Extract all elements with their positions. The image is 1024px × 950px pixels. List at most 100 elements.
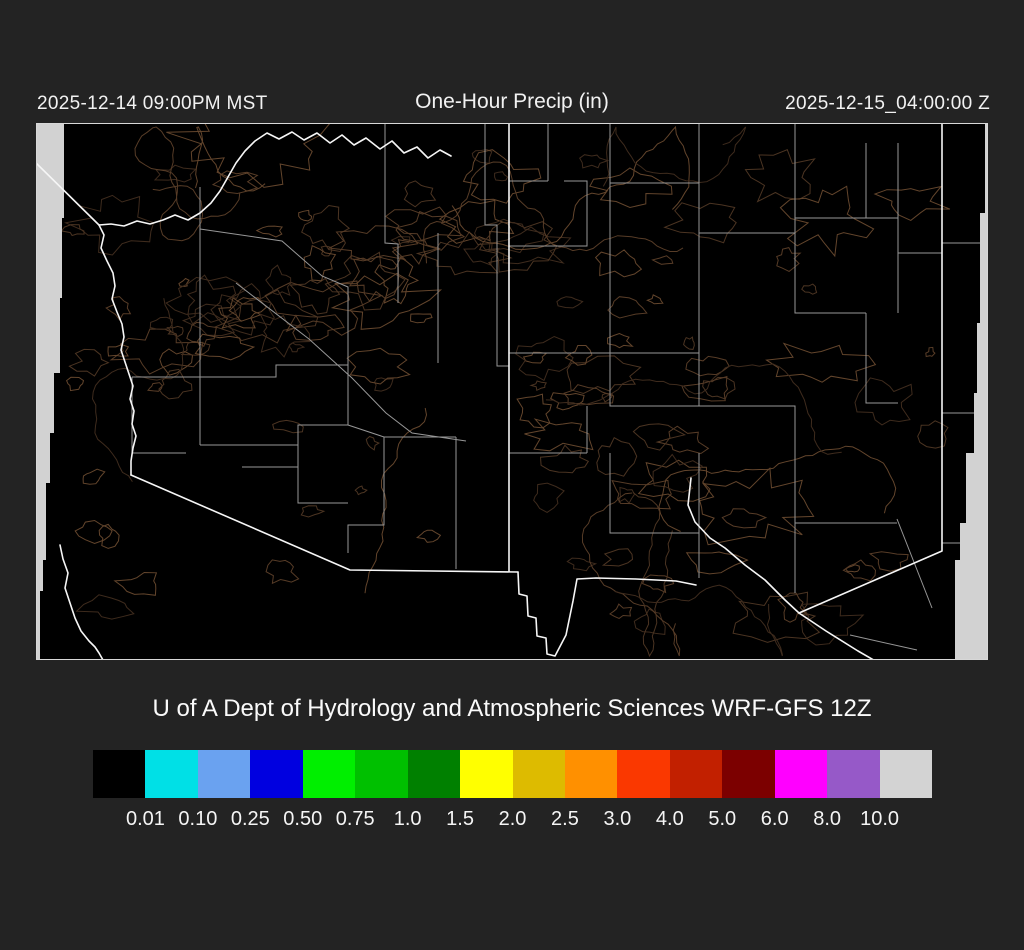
legend-swatch [617,750,670,798]
terrain-contour-line [134,126,241,242]
county-border-line [384,123,399,303]
terrain-contour-line [633,608,666,635]
terrain-contour-line [303,244,337,282]
county-border-line [199,228,349,365]
terrain-contour-line [301,204,351,253]
valid-time-local: 2025-12-14 09:00PM MST [37,93,268,114]
legend-swatch [93,750,146,798]
terrain-contour-line [264,280,384,336]
terrain-contour-line [702,376,736,400]
outside-domain-mask [36,123,988,660]
legend-swatch [512,750,565,798]
terrain-contour-line [490,226,572,265]
terrain-contour-line [800,603,865,646]
terrain-contour-line [289,342,306,353]
legend-tick-label: 10.0 [860,808,900,830]
terrain-contour-line [596,437,638,477]
terrain-contour-line [228,296,268,322]
precip-map [36,123,988,660]
terrain-contour-line [415,231,513,276]
county-border-line [849,634,918,651]
valid-time-utc: 2025-12-15_04:00:00 Z [785,93,990,114]
map-title: One-Hour Precip (in) [415,90,609,113]
terrain-contour-line [478,221,558,273]
terrain-contour-line [68,348,110,377]
legend-swatch [460,750,513,798]
terrain-contour-line [166,325,184,337]
terrain-contour-line [529,380,547,392]
terrain-contour-line [515,335,574,382]
terrain-contour-line [65,376,85,392]
terrain-contour-line [374,256,420,305]
terrain-contour-line [354,485,368,496]
terrain-contour-line [153,164,197,183]
map-background [36,123,988,660]
terrain-contour-line [178,277,190,287]
terrain-contour-line [259,313,311,358]
county-border-line [297,467,348,504]
legend-swatch [145,750,198,798]
terrain-contour-line [655,425,710,455]
terrain-contour-line [300,505,326,518]
terrain-contour-line [327,225,419,262]
legend-tick-label: 4.0 [655,808,684,830]
terrain-contours [60,123,951,658]
terrain-contour-line [255,225,284,238]
terrain-contour-line [74,519,113,545]
terrain-contour-line [777,592,810,623]
terrain-contour-line [147,382,163,392]
precip-legend-labels: 0.01 0.10 0.25 0.50 0.75 1.0 1.5 2.0 2.5 3.0 4.0 5.… [0,808,1024,834]
terrain-contour-line [925,346,936,358]
terrain-contour-line [365,435,381,451]
terrain-contour-line [589,167,673,209]
legend-tick-label: 1.0 [393,808,422,830]
terrain-contour-line [98,523,120,549]
terrain-contour-line [438,199,515,244]
terrain-contour-line [545,363,842,455]
legend-tick-label: 5.0 [708,808,737,830]
map-frame [36,123,988,660]
terrain-contour-line [566,557,598,572]
terrain-contour-line [658,445,897,532]
terrain-contour-line [195,126,266,192]
terrain-contour-line [210,282,275,336]
terrain-contour-line [632,492,673,658]
legend-swatch [722,750,775,798]
legend-swatch [407,750,461,798]
terrain-contour-line [91,298,185,482]
terrain-contour-line [581,492,681,657]
county-border-line [609,453,699,534]
terrain-contour-line [632,423,687,451]
terrain-contour-line [663,202,737,244]
terrain-contour-line [149,316,174,330]
terrain-contour-line [113,571,158,596]
terrain-contour-line [606,332,634,349]
legend-tick-label: 8.0 [813,808,842,830]
terrain-contour-line [524,418,594,452]
county-border-line [347,437,385,553]
terrain-contour-line [563,384,615,406]
terrain-contour-line [801,283,818,295]
terrain-contour-line [564,345,593,366]
terrain-contour-line [602,126,747,187]
legend-tick-label: 3.0 [603,808,632,830]
county-border-line [200,444,299,468]
terrain-contour-line [75,594,135,620]
county-border-line [699,405,796,453]
terrain-contour-line [683,336,695,350]
terrain-contour-line [539,444,590,474]
terrain-contour-line [82,468,106,485]
terrain-contour-line [609,603,633,619]
county-border-line [794,218,866,314]
legend-swatch [302,750,356,798]
terrain-contour-line [779,185,875,258]
terrain-contour-line [776,247,802,272]
legend-swatch [827,750,880,798]
terrain-contour-line [685,355,730,377]
legend-tick-label: 0.01 [125,808,165,830]
terrain-contour-line [842,559,877,582]
terrain-contour-line [186,321,217,348]
precip-legend-colorbar [93,750,932,798]
legend-tick-label: 2.5 [551,808,579,830]
